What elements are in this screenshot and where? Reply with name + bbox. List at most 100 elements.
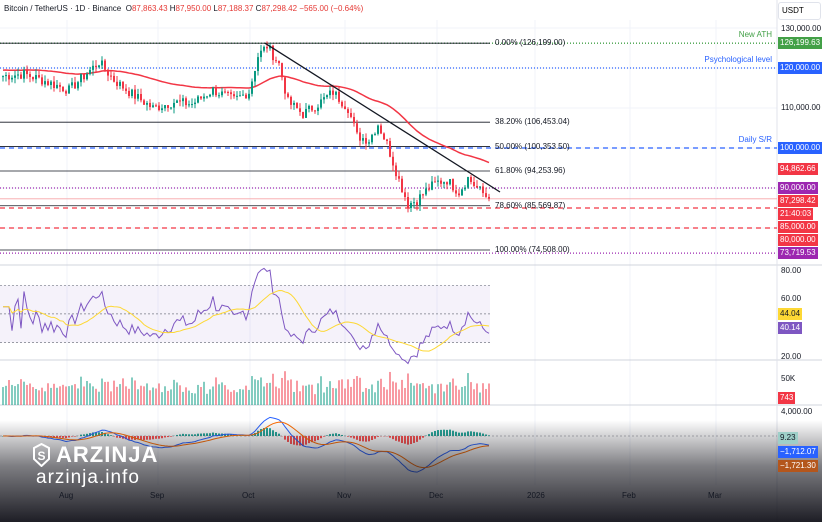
time-axis-label: Nov (337, 491, 352, 500)
candle-body (107, 69, 109, 76)
candle-body (338, 91, 340, 102)
candle-body (320, 99, 322, 108)
volume-bar (62, 384, 64, 405)
price-tag: 100,000.00 (778, 142, 822, 154)
volume-bar (149, 390, 151, 405)
macd-line-tag: −1,712.07 (778, 446, 818, 458)
candle-body (200, 96, 202, 99)
fib-level-label: 0.00% (126,199.00) (495, 38, 566, 48)
volume-bar (164, 386, 166, 405)
candle-body (353, 116, 355, 124)
candle-body (434, 181, 436, 183)
volume-bar (269, 382, 271, 405)
volume-bar (11, 384, 13, 405)
candle-body (377, 125, 379, 134)
candle-body (461, 189, 463, 196)
candle-body (173, 102, 175, 108)
candle-body (290, 96, 292, 105)
candle-body (35, 75, 37, 80)
volume-bar (122, 378, 124, 405)
candle-body (248, 93, 250, 99)
volume-bar (134, 380, 136, 405)
volume-bar (488, 383, 490, 405)
price-tag: 90,000.00 (778, 182, 818, 194)
volume-bar (311, 384, 313, 405)
volume-bar (401, 379, 403, 405)
price-tag: 126,199.63 (778, 37, 822, 50)
candle-body (119, 81, 121, 86)
candle-body (158, 105, 160, 111)
volume-bar (278, 388, 280, 405)
candle-body (488, 196, 490, 199)
candle-body (230, 92, 232, 95)
volume-bar (302, 385, 304, 405)
volume-bar (305, 385, 307, 405)
candle-body (317, 107, 319, 111)
volume-bar (218, 384, 220, 405)
volume-bar (8, 380, 10, 405)
watermark-brand: ARZINJA (56, 442, 159, 467)
candle-body (398, 176, 400, 179)
volume-bar (125, 386, 127, 405)
volume-bar (197, 384, 199, 405)
volume-bar (131, 377, 133, 405)
volume-bar (86, 381, 88, 405)
volume-bar (347, 379, 349, 405)
volume-bar (389, 371, 391, 405)
candle-body (287, 93, 289, 97)
volume-bar (428, 385, 430, 405)
volume-bar (281, 377, 283, 405)
candle-body (347, 109, 349, 113)
time-axis-label: Feb (622, 491, 636, 500)
volume-bar (233, 390, 235, 405)
candle-body (176, 100, 178, 103)
candle-body (89, 69, 91, 75)
time-axis-label: Mar (708, 491, 722, 500)
candle-body (350, 112, 352, 117)
candle-body (44, 81, 46, 85)
candle-body (476, 185, 478, 188)
candle-body (299, 108, 301, 112)
candle-body (170, 107, 172, 109)
candle-body (419, 194, 421, 206)
fib-level-label: 38.20% (106,453.04) (495, 117, 570, 127)
candle-body (128, 90, 130, 97)
candle-body (101, 60, 103, 66)
candle-body (92, 65, 94, 70)
candle-body (221, 91, 223, 96)
volume-bar (206, 393, 208, 405)
volume-bar (260, 377, 262, 405)
moving-average-line (2, 69, 490, 164)
fib-level-label: 78.60% (85,569.87) (495, 200, 566, 210)
volume-bar (335, 388, 337, 405)
volume-bar (485, 388, 487, 405)
level-note: Daily S/R (738, 135, 772, 144)
volume-bar (224, 385, 226, 405)
fib-level-label: 100.00% (74,508.00) (495, 244, 570, 254)
volume-bar (422, 383, 424, 405)
candle-body (47, 81, 49, 85)
volume-bar (455, 385, 457, 405)
volume-bar (470, 382, 472, 405)
volume-bar (386, 389, 388, 405)
candle-body (332, 90, 334, 95)
currency-selector[interactable]: USDT (778, 2, 821, 20)
time-axis-label: Oct (242, 491, 255, 500)
candle-body (383, 133, 385, 140)
volume-bar (359, 377, 361, 405)
high-label: H (169, 4, 176, 13)
volume-bar (464, 386, 466, 405)
volume-bar (395, 382, 397, 405)
time-axis-label: Aug (59, 491, 74, 500)
candle-body (374, 133, 376, 135)
candle-body (455, 190, 457, 194)
volume-bar (404, 387, 406, 405)
candle-body (209, 94, 211, 97)
volume-bar (53, 383, 55, 405)
volume-bar (398, 389, 400, 405)
volume-bar (362, 391, 364, 405)
volume-bar (326, 386, 328, 405)
volume-bar (116, 386, 118, 405)
volume-bar (317, 383, 319, 405)
candle-body (464, 187, 466, 190)
